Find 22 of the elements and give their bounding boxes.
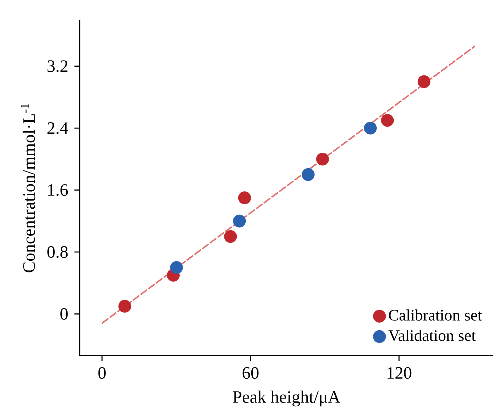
point bbox=[316, 152, 330, 166]
point bbox=[364, 122, 377, 135]
y-axis-title: Concentration/mmol·L$^{-1}$ bbox=[21, 104, 36, 273]
x-axis-title: Peak height/μA bbox=[233, 390, 341, 407]
x-tick-label: 60 bbox=[242, 367, 259, 380]
y-tick-label: 0 bbox=[60, 308, 68, 320]
y-tick-label: 3.2 bbox=[48, 60, 68, 72]
y-tick-label: 2.4 bbox=[48, 122, 68, 134]
legend-label: Calibration set bbox=[389, 310, 482, 321]
point bbox=[170, 261, 184, 274]
y-tick-label: 0.8 bbox=[48, 246, 68, 258]
x-tick-label: 0 bbox=[98, 367, 106, 380]
point bbox=[302, 168, 315, 182]
y-tick-label: 1.6 bbox=[48, 184, 68, 196]
point bbox=[238, 192, 252, 204]
point bbox=[381, 114, 394, 128]
point bbox=[224, 230, 238, 244]
point bbox=[118, 300, 132, 313]
legend-label: Validation set bbox=[388, 330, 476, 342]
point bbox=[233, 214, 246, 228]
point bbox=[418, 76, 431, 88]
x-tick-label: 120 bbox=[388, 367, 412, 380]
